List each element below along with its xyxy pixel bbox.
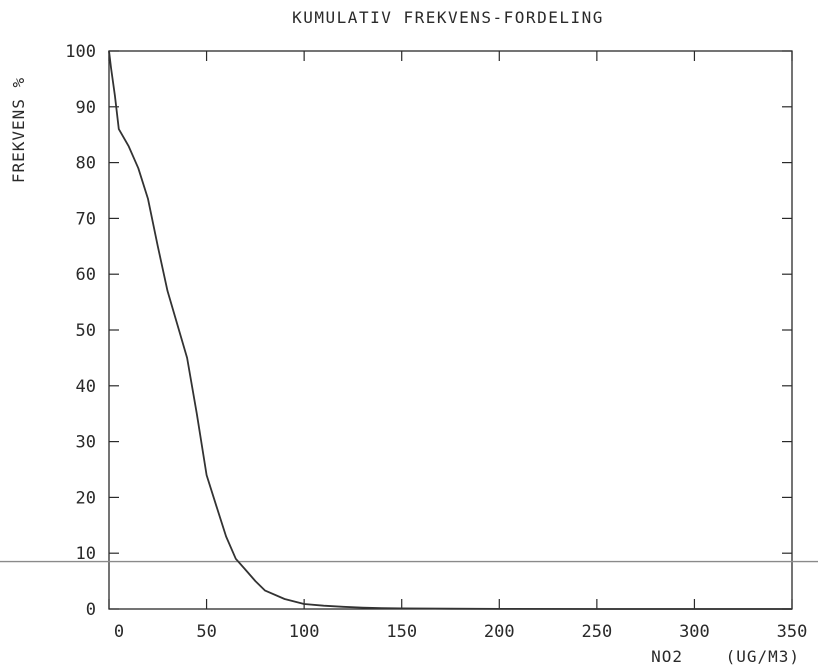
cumulative-frequency-line (108, 50, 792, 610)
y-tick-label: 10 (76, 544, 96, 564)
y-tick-label: 100 (65, 42, 96, 62)
y-tick-label: 30 (76, 433, 96, 453)
chart-title: KUMULATIV FREKVENS-FORDELING (292, 8, 604, 27)
y-tick-label: 70 (76, 209, 96, 229)
x-tick-label: 250 (581, 622, 612, 642)
y-tick-label: 0 (86, 600, 96, 620)
y-tick-label: 80 (76, 154, 96, 174)
x-tick-label: 300 (679, 622, 710, 642)
x-tick-label: 200 (484, 622, 515, 642)
x-tick-label: 350 (777, 622, 808, 642)
y-axis-label: FREKVENS % (9, 77, 28, 183)
x-tick-label: 150 (386, 622, 417, 642)
y-tick-label: 50 (76, 321, 96, 341)
x-tick-label: 0 (114, 622, 124, 642)
y-tick-label: 60 (76, 265, 96, 285)
plot-area: 0 10 20 30 40 50 60 70 80 90 100 0 50 100 150 200 250 300… (0, 42, 818, 642)
y-tick-label: 20 (76, 488, 96, 508)
y-tick-label: 40 (76, 377, 96, 397)
x-axis-label: NO2 (UG/M3) (651, 647, 800, 666)
x-tick-label: 100 (289, 622, 320, 642)
plot-frame (108, 50, 793, 610)
x-tick-label: 50 (196, 622, 216, 642)
y-tick-label: 90 (76, 98, 96, 118)
